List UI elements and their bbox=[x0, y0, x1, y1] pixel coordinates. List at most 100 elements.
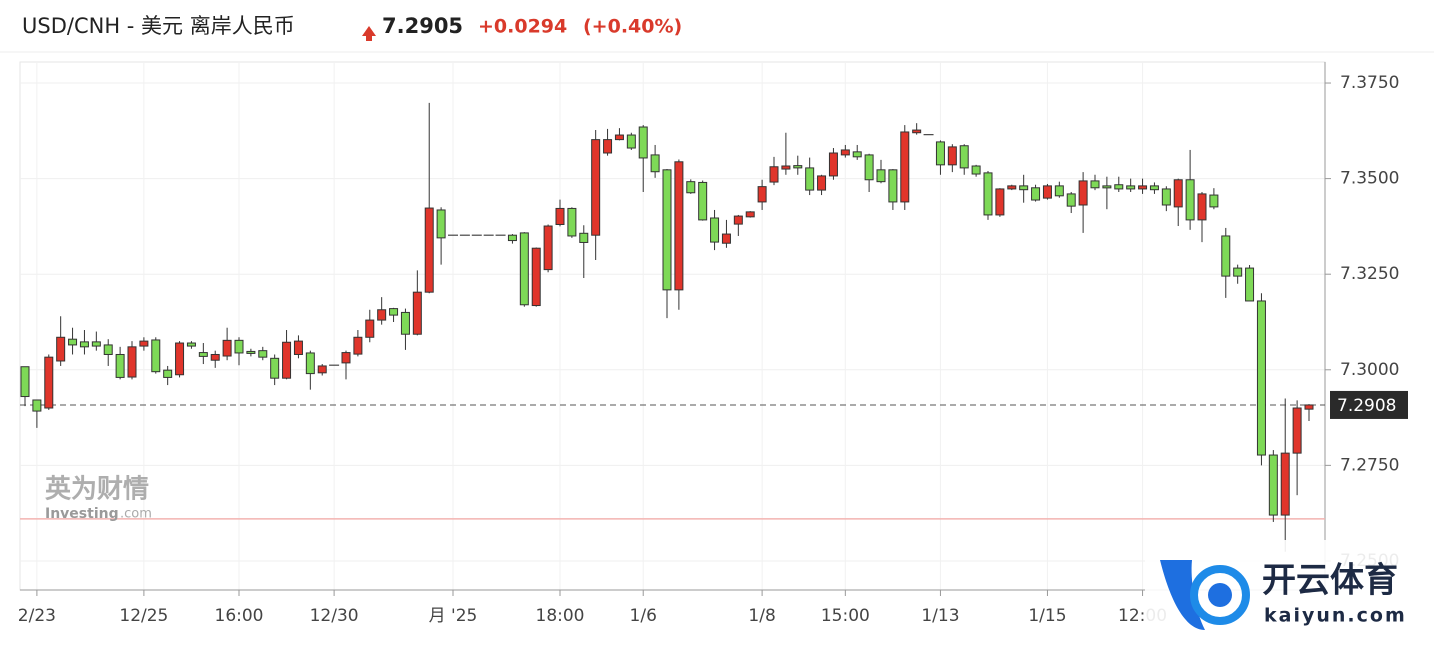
candle-body bbox=[258, 350, 268, 358]
logo-ball bbox=[1190, 565, 1250, 625]
candle-body bbox=[365, 319, 375, 338]
candle-body bbox=[983, 172, 993, 216]
y-tick-label: 7.3000 bbox=[1340, 360, 1399, 380]
candle-body bbox=[733, 215, 743, 225]
candle-body bbox=[186, 342, 196, 347]
candle-body bbox=[1197, 193, 1207, 221]
change: +0.0294 bbox=[478, 16, 567, 38]
candle-body bbox=[1233, 267, 1243, 277]
watermark-text: Investing bbox=[45, 506, 119, 522]
candle-body bbox=[1304, 404, 1314, 410]
y-tick-label: 7.2750 bbox=[1340, 455, 1399, 475]
candle-body bbox=[817, 175, 827, 191]
candle-body bbox=[995, 188, 1005, 216]
candle-body bbox=[56, 336, 66, 362]
price: 7.2905 bbox=[382, 14, 463, 38]
x-tick-label: 12/25 bbox=[119, 606, 168, 626]
candle-body bbox=[1209, 194, 1219, 208]
logo-k bbox=[1160, 560, 1205, 630]
candle-body bbox=[519, 232, 529, 306]
candle-body bbox=[543, 225, 553, 271]
candle-body bbox=[1138, 185, 1148, 190]
candle-body bbox=[935, 141, 945, 166]
candle-body bbox=[1173, 179, 1183, 208]
candle-body bbox=[674, 161, 684, 291]
candle-body bbox=[389, 308, 399, 316]
candle-body bbox=[947, 146, 957, 166]
candle-body bbox=[305, 352, 315, 375]
candle-body bbox=[603, 139, 613, 154]
candle-body bbox=[341, 352, 351, 364]
candle-body bbox=[507, 234, 517, 242]
candle-body bbox=[412, 291, 422, 335]
candle-body bbox=[971, 165, 981, 175]
candle-body bbox=[626, 134, 636, 149]
candle-body bbox=[638, 126, 648, 159]
candle-body bbox=[959, 145, 969, 169]
watermark-kaiyun: 开云体育 kaiyun.com bbox=[1145, 540, 1434, 648]
up-arrow bbox=[362, 26, 376, 41]
change-pct: (+0.40%) bbox=[583, 16, 682, 38]
candle-body bbox=[1280, 452, 1290, 516]
candle-body bbox=[579, 232, 589, 243]
candle-body bbox=[20, 366, 30, 398]
candle-body bbox=[1126, 185, 1136, 190]
candle-body bbox=[912, 129, 922, 134]
candle-body bbox=[781, 165, 791, 170]
x-tick-label: 1/6 bbox=[630, 606, 657, 626]
watermark-text: .com bbox=[120, 507, 152, 522]
candle-body bbox=[32, 399, 42, 412]
candle-body bbox=[793, 165, 803, 169]
candle-body bbox=[745, 211, 755, 218]
candle-body bbox=[662, 169, 672, 291]
x-tick-label: 2/23 bbox=[18, 606, 56, 626]
candle-body bbox=[1007, 185, 1017, 190]
candle-body bbox=[424, 207, 434, 293]
candle-body bbox=[400, 311, 410, 335]
x-tick-label: 16:00 bbox=[215, 606, 264, 626]
y-tick-label: 7.3500 bbox=[1340, 169, 1399, 189]
candle-body bbox=[1042, 185, 1052, 199]
candle-body bbox=[591, 139, 601, 236]
x-tick-label: 1/13 bbox=[921, 606, 959, 626]
candle-body bbox=[175, 342, 185, 376]
plot: 7.25007.27507.30007.32507.35007.37502/23… bbox=[18, 61, 1408, 626]
candle-body bbox=[1268, 454, 1278, 516]
candle-body bbox=[270, 357, 280, 379]
last-price-label: 7.2908 bbox=[1337, 396, 1396, 416]
candle-body bbox=[1031, 187, 1041, 201]
candle-body bbox=[44, 356, 54, 409]
candle-body bbox=[686, 181, 696, 194]
candle-body bbox=[769, 166, 779, 183]
x-tick-label: 15:00 bbox=[821, 606, 870, 626]
candle-body bbox=[710, 217, 720, 243]
candle-body bbox=[531, 247, 541, 307]
candle-body bbox=[234, 339, 244, 354]
candle-body bbox=[614, 134, 624, 141]
last-price-box bbox=[1330, 390, 1408, 419]
y-tick-label: 7.3750 bbox=[1340, 73, 1399, 93]
watermark-text: 英为财情 bbox=[45, 475, 149, 505]
candle-body bbox=[876, 169, 886, 183]
candle-body bbox=[1161, 188, 1171, 206]
logo-ball-center bbox=[1208, 583, 1232, 607]
x-tick-label: 月 '25 bbox=[429, 606, 478, 626]
candle-body bbox=[210, 353, 220, 361]
candle-body bbox=[282, 341, 292, 379]
candle-body bbox=[115, 353, 125, 378]
candle-body bbox=[377, 309, 387, 321]
candle-body bbox=[1066, 193, 1076, 207]
watermark-text: 开云体育 bbox=[1262, 561, 1398, 601]
candle-body bbox=[1221, 235, 1231, 277]
candle-body bbox=[103, 344, 113, 355]
candle-body bbox=[317, 365, 327, 374]
watermark-investing: 英为财情 Investing .com bbox=[45, 475, 152, 523]
candle-body bbox=[1149, 185, 1159, 191]
candle-body bbox=[1256, 300, 1266, 456]
candle-body bbox=[698, 181, 708, 221]
chart-title: USD/CNH - 美元 离岸人民币 bbox=[22, 14, 295, 38]
candle-body bbox=[1245, 267, 1255, 302]
y-tick-label: 7.3250 bbox=[1340, 264, 1399, 284]
candle-body bbox=[151, 339, 161, 373]
